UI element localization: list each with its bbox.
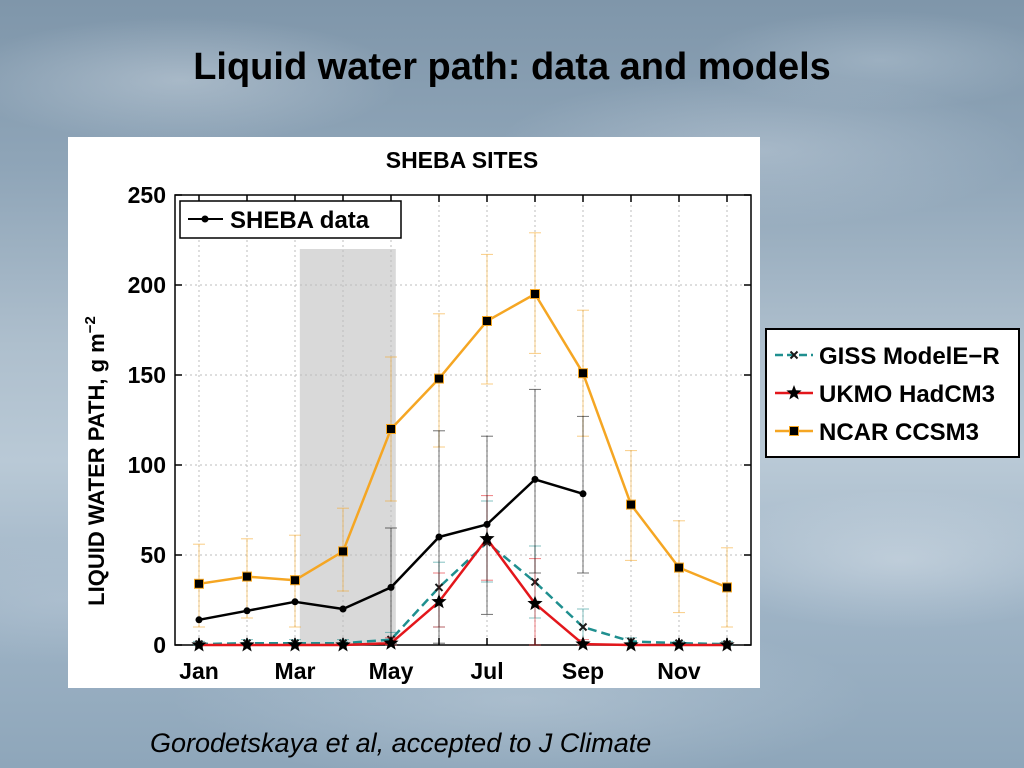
y-axis-label-main: LIQUID WATER PATH, g m — [84, 333, 109, 606]
legend-marker — [201, 215, 209, 223]
x-tick-label: May — [369, 658, 414, 684]
legend-label: UKMO HadCM3 — [819, 381, 995, 408]
data-point — [386, 424, 396, 434]
shaded-region — [299, 249, 396, 645]
data-point — [194, 578, 204, 589]
legend-label: GISS ModelE−R — [819, 343, 1000, 370]
data-point — [626, 499, 636, 510]
x-tick-label: Nov — [657, 658, 701, 684]
y-axis-label-sup: −2 — [82, 316, 99, 333]
data-point — [191, 637, 207, 652]
data-point — [482, 316, 492, 326]
data-point — [674, 562, 684, 573]
data-point — [434, 373, 444, 384]
x-tick-label: Mar — [275, 658, 316, 684]
x-tick-label: Jan — [179, 658, 219, 684]
legend-marker — [789, 426, 799, 436]
data-point — [578, 622, 588, 632]
series-line — [198, 541, 728, 646]
legend-marker — [789, 350, 799, 360]
data-point — [335, 637, 351, 652]
line-chart: SHEBA SITES LIQUID WATER PATH, g m−2 0 50… — [82, 147, 752, 684]
legend-entry-ncar-ccsm3: NCAR CCSM3 — [775, 419, 979, 446]
series-giss-modele-r — [193, 500, 733, 649]
data-point — [527, 595, 543, 611]
y-tick-label: 250 — [128, 182, 166, 208]
data-point — [578, 368, 588, 379]
data-point — [722, 582, 732, 593]
model-legend: GISS ModelE−R UKMO HadCM3 NCAR CCSM3 — [765, 328, 1020, 458]
data-point — [339, 605, 347, 613]
data-point — [242, 571, 252, 582]
inner-legend: SHEBA data — [179, 200, 402, 239]
x-tick-label: Sep — [562, 658, 604, 684]
y-tick-label: 50 — [140, 542, 166, 568]
slide-title: Liquid water path: data and models — [193, 46, 831, 88]
y-tick-label: 0 — [153, 632, 166, 658]
legend-label: NCAR CCSM3 — [819, 419, 979, 446]
data-point — [531, 475, 539, 483]
data-point — [291, 598, 299, 606]
chart-panel: SHEBA SITES LIQUID WATER PATH, g m−2 0 50… — [68, 137, 760, 688]
legend-entry-ukmo-hadcm3: UKMO HadCM3 — [775, 381, 995, 408]
data-point — [338, 546, 348, 557]
data-point — [243, 607, 251, 615]
series-sheba-data — [195, 388, 589, 644]
data-point — [195, 616, 203, 624]
y-axis-label: LIQUID WATER PATH, g m−2 — [82, 316, 109, 606]
data-point — [623, 637, 639, 652]
legend-label: SHEBA data — [230, 207, 370, 234]
chart-title: SHEBA SITES — [386, 147, 539, 173]
series-ukmo-hadcm3 — [191, 495, 735, 652]
legend-entry-giss-modele-r: GISS ModelE−R — [775, 343, 1000, 370]
data-point — [575, 636, 591, 651]
y-tick-label: 150 — [128, 362, 166, 388]
data-point — [719, 637, 735, 652]
citation: Gorodetskaya et al, accepted to J Climat… — [150, 728, 652, 758]
x-tick-label: Jul — [470, 658, 503, 684]
y-tick-label: 200 — [128, 272, 166, 298]
legend-marker — [786, 385, 802, 400]
y-tick-label: 100 — [128, 452, 166, 478]
model-legend-svg: GISS ModelE−R UKMO HadCM3 NCAR CCSM3 — [775, 343, 1000, 446]
data-point — [579, 490, 587, 498]
data-point — [483, 520, 491, 528]
data-point — [287, 637, 303, 652]
data-point — [290, 575, 300, 586]
data-point — [435, 533, 443, 541]
plot-frame — [174, 194, 752, 646]
series-ncar-ccsm3 — [193, 232, 733, 628]
series-line — [198, 292, 728, 589]
data-point — [671, 637, 687, 652]
series-line — [199, 537, 727, 647]
data-point — [387, 583, 395, 591]
data-point — [530, 289, 540, 299]
data-point — [239, 637, 255, 652]
